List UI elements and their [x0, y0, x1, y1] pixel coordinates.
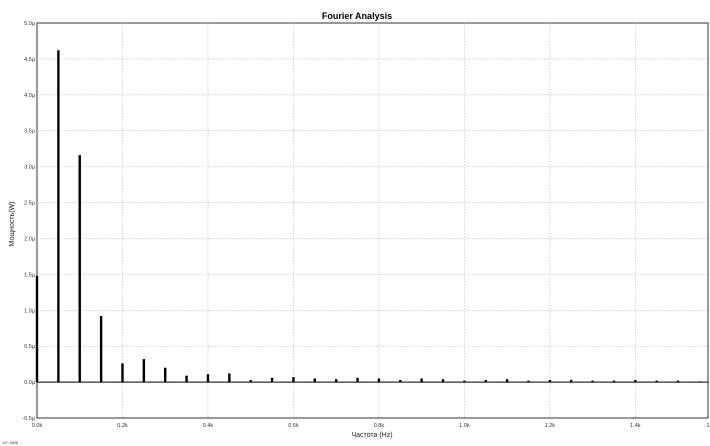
y-tick-label: 3.5µ	[24, 129, 36, 135]
spectrum-bar	[634, 379, 637, 383]
x-tick-label: 0.4k	[203, 423, 214, 429]
x-axis-label: Частота (Hz)	[351, 432, 392, 439]
y-tick-label: 0.5µ	[24, 344, 36, 350]
x-tick-label: 0.8k	[374, 423, 385, 429]
spectrum-bar	[228, 373, 231, 383]
spectrum-bar	[505, 379, 509, 383]
y-tick-label: 4.0µ	[24, 93, 36, 99]
tick-labels: 0.0k 0.2k 0.4k 0.6k 0.8k 1.0k 1.2k 1.4k 1 5.0µ 4.5…	[22, 21, 709, 429]
spectrum-bar	[484, 379, 487, 383]
x-tick-label: 1.0k	[459, 423, 470, 429]
spectrum-bar	[185, 375, 188, 383]
spectrum-bar	[35, 275, 39, 383]
x-tick-label: 1.4k	[630, 423, 641, 429]
spectrum-bar	[206, 374, 210, 383]
spectrum-bar	[655, 380, 658, 383]
x-tick-label: 1	[706, 423, 709, 429]
spectrum-bar	[270, 377, 274, 383]
spectrum-bar	[313, 378, 317, 383]
grid	[36, 22, 709, 419]
y-tick-label: 3.0µ	[24, 165, 36, 171]
spectrum-bar	[57, 50, 60, 383]
spectrum-bar	[292, 377, 295, 383]
y-tick-label: 1.0µ	[24, 308, 36, 314]
y-tick-label: 2.5µ	[24, 201, 36, 207]
y-tick-label: -0.5µ	[22, 416, 35, 422]
spectrum-bar	[334, 379, 338, 383]
chart-title: Fourier Analysis	[322, 11, 392, 21]
spectrum-bar	[591, 380, 594, 383]
spectrum-bar	[612, 380, 616, 383]
plot-frame	[36, 22, 709, 419]
spectrum-bar	[142, 359, 146, 383]
spectrum-bar	[249, 379, 252, 383]
x-tick-label: 0.2k	[117, 423, 128, 429]
x-tick-label: 1.2k	[545, 423, 556, 429]
y-tick-label: 1.5µ	[24, 272, 36, 278]
spectrum-bar	[356, 377, 359, 383]
bar-series	[35, 50, 701, 383]
spectrum-bar	[377, 378, 381, 383]
y-tick-label: 0.0µ	[24, 380, 36, 386]
spectrum-bar	[527, 380, 530, 383]
spectrum-bar	[676, 380, 680, 383]
spectrum-bar	[420, 378, 423, 383]
y-tick-label: 4.5µ	[24, 57, 36, 63]
spectrum-bar	[463, 380, 466, 383]
spectrum-bar	[78, 155, 81, 383]
spectrum-bar	[698, 381, 701, 383]
x-tick-label: 0.0k	[32, 423, 43, 429]
y-tick-label: 2.0µ	[24, 236, 36, 242]
spectrum-bar	[399, 379, 402, 383]
spectrum-bar	[548, 379, 552, 383]
spectrum-bar	[570, 379, 573, 383]
spectrum-bar	[164, 367, 167, 383]
spectrum-bar	[99, 316, 103, 383]
y-tick-label: 5.0µ	[24, 21, 36, 27]
spectrum-bar	[121, 363, 124, 383]
spectrum-bar	[441, 379, 445, 383]
corner-unit-label: 10^-9(Bt)	[2, 440, 19, 445]
y-axis-label: Мощность(W)	[9, 202, 16, 247]
x-tick-label: 0.6k	[288, 423, 299, 429]
